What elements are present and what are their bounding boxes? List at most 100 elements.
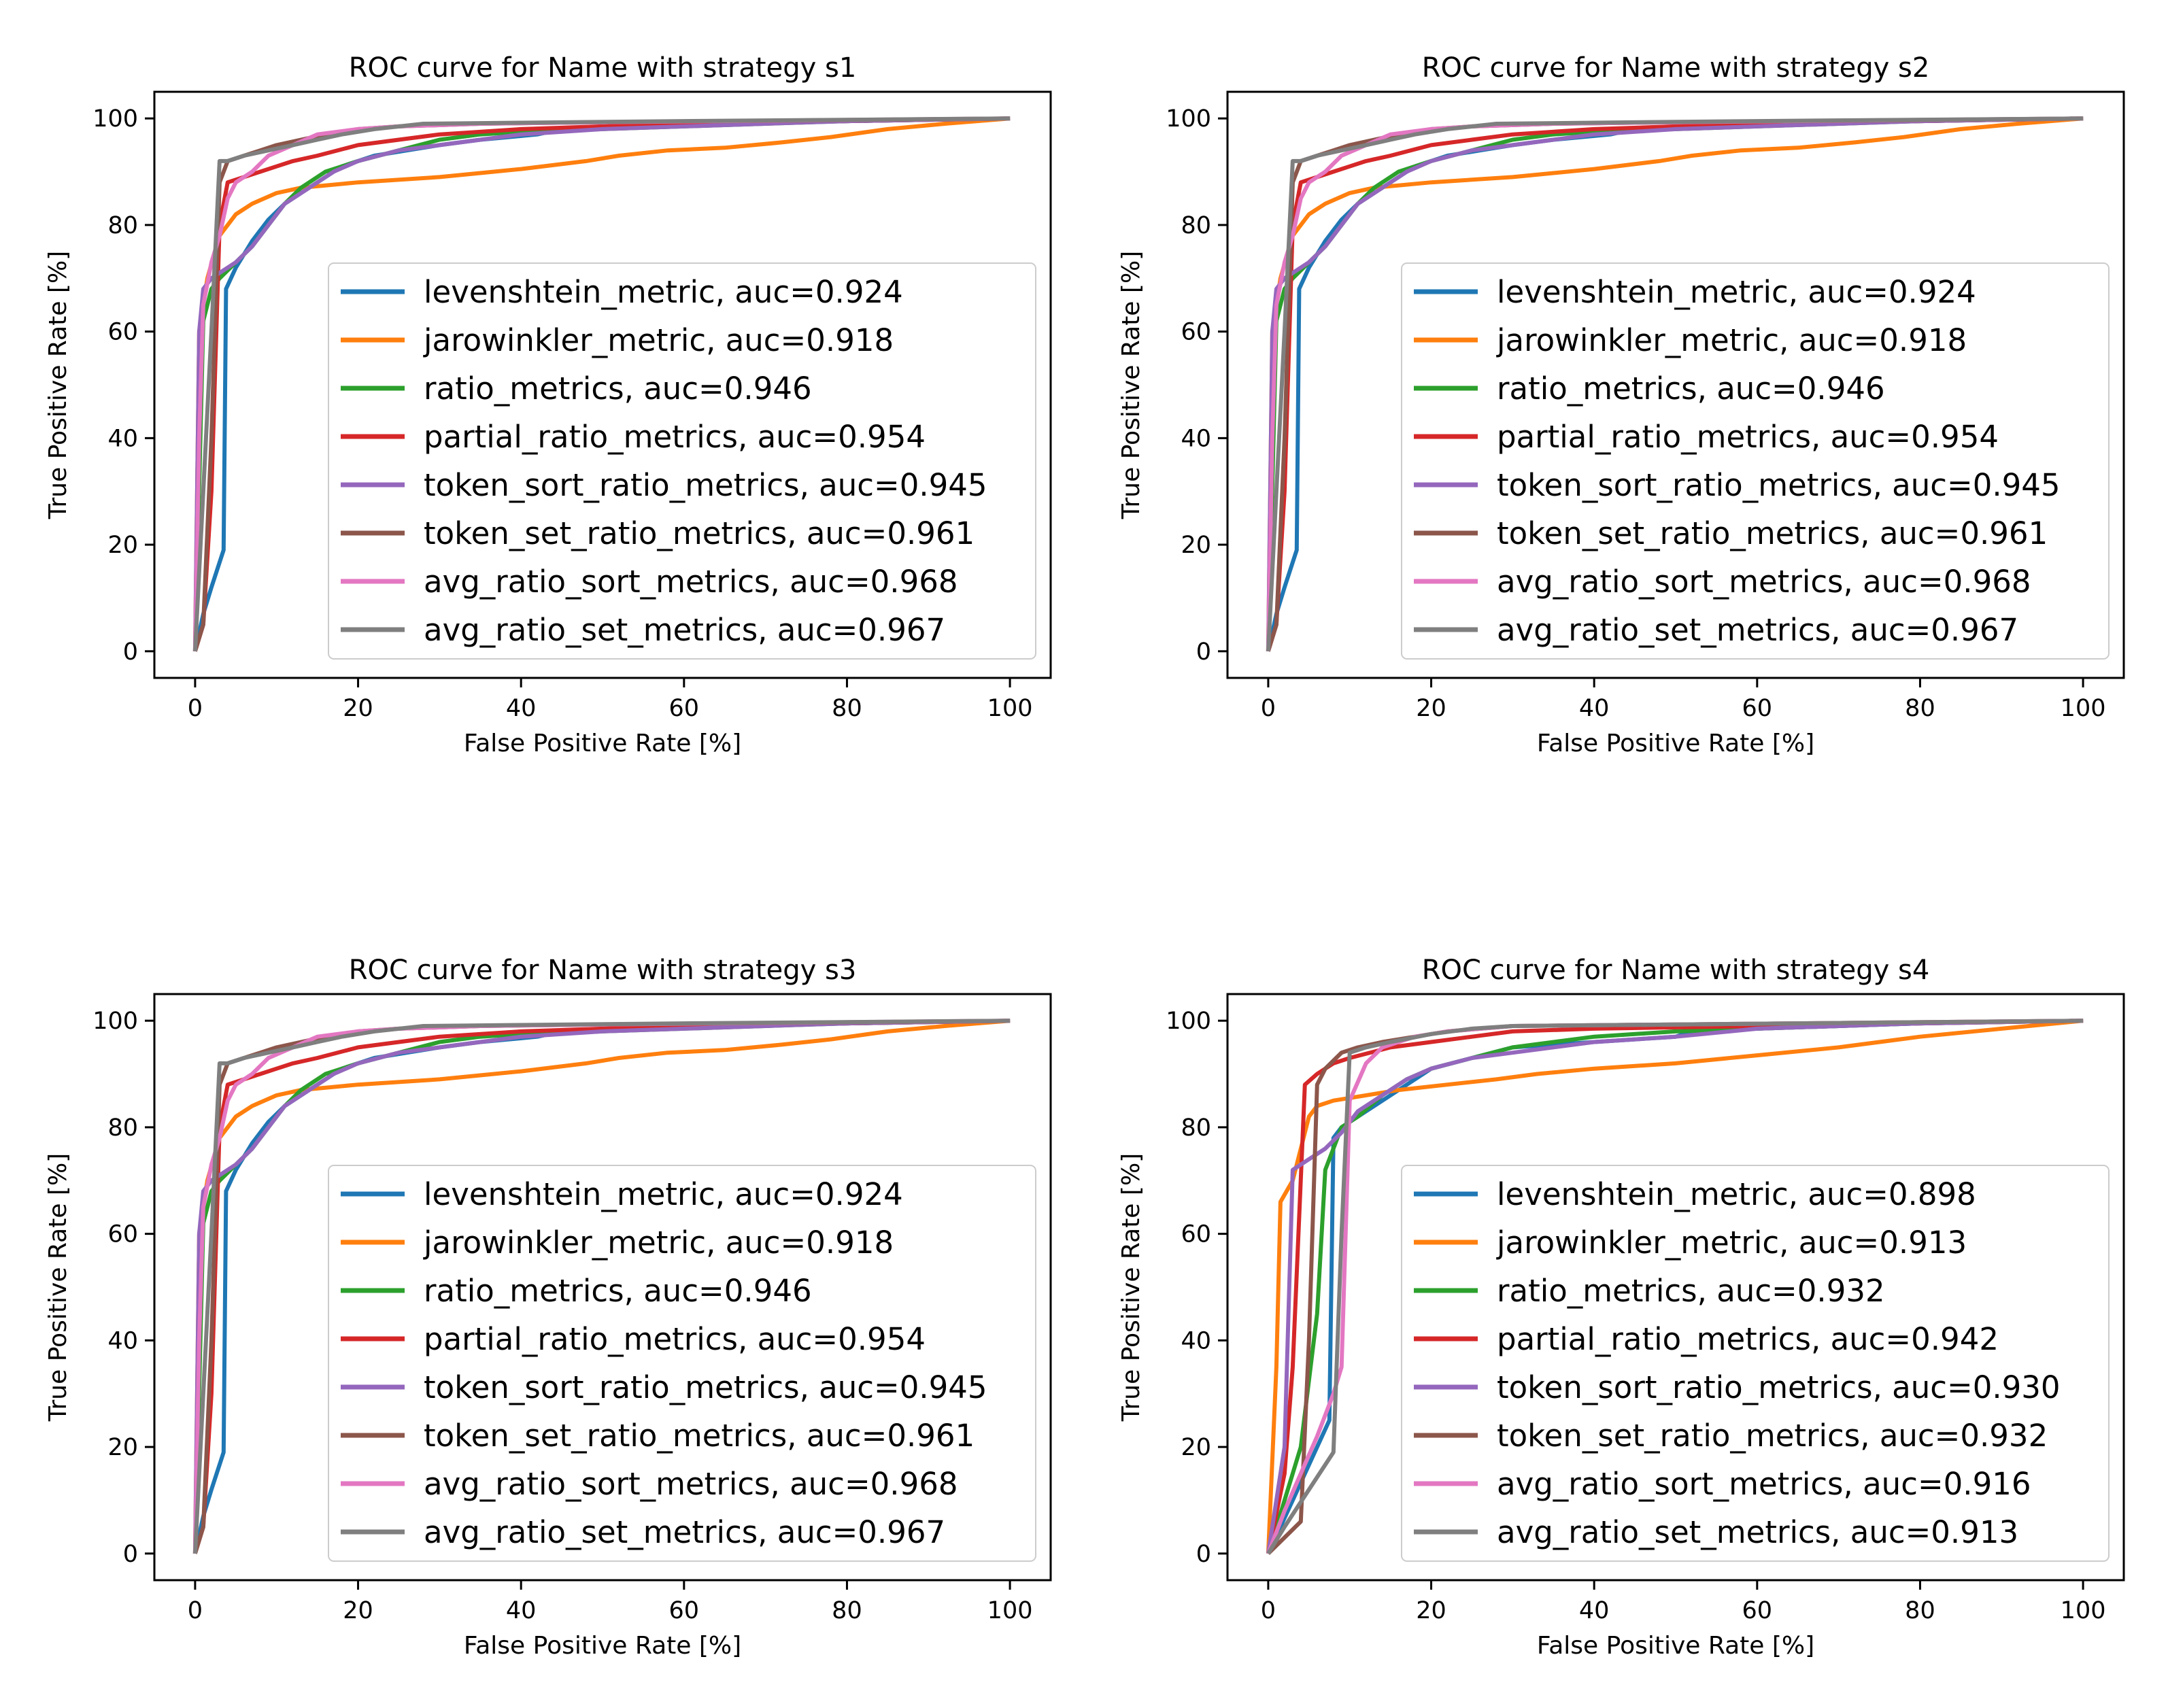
legend-entry: token_sort_ratio_metrics, auc=0.945 <box>424 467 987 503</box>
series-line-4 <box>1266 1019 2084 1554</box>
legend-entry: partial_ratio_metrics, auc=0.954 <box>424 1321 926 1357</box>
series-line-8 <box>192 1019 1011 1554</box>
chart-panel-2: ROC curve for Name with strategy s2 0 20 40… <box>1117 52 2125 757</box>
legend-entry: levenshtein_metric, auc=0.924 <box>424 274 903 310</box>
x-tick-label: 60 <box>1742 695 1773 722</box>
y-tick-label: 80 <box>107 212 138 239</box>
y-tick-label: 60 <box>1181 1221 1211 1248</box>
legend-entry: avg_ratio_sort_metrics, auc=0.968 <box>424 564 958 600</box>
x-tick-label: 100 <box>2061 1597 2106 1624</box>
chart-title: ROC curve for Name with strategy s3 <box>349 955 857 986</box>
x-tick-label: 0 <box>1261 695 1276 722</box>
legend-entry: levenshtein_metric, auc=0.924 <box>1497 274 1976 310</box>
legend-entry: ratio_metrics, auc=0.946 <box>424 371 812 407</box>
y-tick-label: 60 <box>107 319 138 346</box>
x-axis-label: False Positive Rate [%] <box>1537 730 1814 757</box>
legend-entry: token_sort_ratio_metrics, auc=0.945 <box>1497 467 2061 503</box>
y-tick-label: 80 <box>1181 212 1211 239</box>
series-line-5 <box>1266 1019 2084 1554</box>
x-tick-label: 60 <box>669 1597 700 1624</box>
legend-box <box>328 262 1036 660</box>
x-tick-label: 80 <box>832 1597 862 1624</box>
x-tick-label: 100 <box>987 1597 1033 1624</box>
y-tick-label: 20 <box>1181 532 1211 559</box>
chart-panel-4: ROC curve for Name with strategy s4 0 20 40… <box>1117 955 2125 1660</box>
legend-entry: token_set_ratio_metrics, auc=0.961 <box>424 1418 975 1454</box>
x-tick-label: 40 <box>506 1597 537 1624</box>
x-tick-label: 60 <box>669 695 700 722</box>
x-tick-label: 60 <box>1742 1597 1773 1624</box>
chart-title: ROC curve for Name with strategy s1 <box>349 52 857 84</box>
y-tick-label: 40 <box>107 1327 138 1354</box>
y-tick-label: 80 <box>107 1114 138 1142</box>
x-tick-label: 20 <box>1416 1597 1446 1624</box>
x-tick-label: 40 <box>1579 1597 1610 1624</box>
legend-entry: token_set_ratio_metrics, auc=0.961 <box>424 515 975 551</box>
y-axis-label: True Positive Rate [%] <box>44 251 72 519</box>
chart-panel-1: ROC curve for Name with strategy s1 0 20 40… <box>44 52 1052 757</box>
legend-entry: jarowinkler_metric, auc=0.918 <box>1496 322 1967 358</box>
legend-box <box>1401 262 2110 660</box>
x-axis-label: False Positive Rate [%] <box>464 730 741 757</box>
x-tick-label: 20 <box>343 695 373 722</box>
y-tick-label: 20 <box>107 532 138 559</box>
axes-frame <box>153 993 1052 1582</box>
legend-entry: avg_ratio_set_metrics, auc=0.967 <box>424 612 945 648</box>
x-tick-label: 100 <box>987 695 1033 722</box>
axes-frame <box>153 90 1052 679</box>
x-tick-label: 0 <box>188 1597 203 1624</box>
legend-entry: partial_ratio_metrics, auc=0.942 <box>1497 1321 1999 1357</box>
legend-box <box>328 1165 1036 1562</box>
y-tick-label: 40 <box>1181 425 1211 452</box>
legend-entry: avg_ratio_set_metrics, auc=0.967 <box>424 1514 945 1550</box>
legend-entry: ratio_metrics, auc=0.932 <box>1497 1273 1885 1309</box>
legend-entry: partial_ratio_metrics, auc=0.954 <box>1497 419 1999 455</box>
x-tick-label: 0 <box>1261 1597 1276 1624</box>
y-tick-label: 40 <box>1181 1327 1211 1354</box>
legend-entry: token_set_ratio_metrics, auc=0.932 <box>1497 1418 2048 1454</box>
legend-entry: ratio_metrics, auc=0.946 <box>1497 371 1885 407</box>
y-tick-label: 100 <box>1166 1008 1211 1035</box>
series-line-8 <box>1266 116 2084 651</box>
y-tick-label: 20 <box>107 1434 138 1461</box>
legend-entry: avg_ratio_sort_metrics, auc=0.968 <box>424 1466 958 1502</box>
x-tick-label: 80 <box>1905 695 1935 722</box>
y-axis-label: True Positive Rate [%] <box>44 1153 72 1422</box>
x-axis-label: False Positive Rate [%] <box>1537 1632 1814 1660</box>
legend-entry: token_sort_ratio_metrics, auc=0.930 <box>1497 1369 2061 1405</box>
legend-box <box>1401 1165 2110 1562</box>
legend-entry: jarowinkler_metric, auc=0.918 <box>423 322 894 358</box>
y-tick-label: 100 <box>92 105 138 133</box>
legend-entry: token_sort_ratio_metrics, auc=0.945 <box>424 1369 987 1405</box>
legend-entry: jarowinkler_metric, auc=0.913 <box>1496 1225 1967 1261</box>
y-tick-label: 0 <box>1196 1541 1211 1568</box>
x-tick-label: 40 <box>1579 695 1610 722</box>
series-line-8 <box>1266 1019 2084 1555</box>
legend-entry: token_set_ratio_metrics, auc=0.961 <box>1497 515 2048 551</box>
axes-frame <box>1226 993 2125 1582</box>
chart-title: ROC curve for Name with strategy s2 <box>1422 52 1930 84</box>
legend-entry: avg_ratio_set_metrics, auc=0.913 <box>1497 1514 2018 1550</box>
y-tick-label: 80 <box>1181 1114 1211 1142</box>
x-tick-label: 40 <box>506 695 537 722</box>
y-axis-label: True Positive Rate [%] <box>1117 1153 1145 1422</box>
chart-panel-3: ROC curve for Name with strategy s3 0 20 40… <box>44 955 1052 1660</box>
x-tick-label: 20 <box>1416 695 1446 722</box>
legend-entry: partial_ratio_metrics, auc=0.954 <box>424 419 926 455</box>
axes-frame <box>1226 90 2125 679</box>
legend-entry: ratio_metrics, auc=0.946 <box>424 1273 812 1309</box>
y-tick-label: 100 <box>1166 105 1211 133</box>
x-axis-label: False Positive Rate [%] <box>464 1632 741 1660</box>
legend-entry: levenshtein_metric, auc=0.898 <box>1497 1176 1976 1212</box>
x-tick-label: 0 <box>188 695 203 722</box>
legend-entry: avg_ratio_set_metrics, auc=0.967 <box>1497 612 2018 648</box>
y-tick-label: 20 <box>1181 1434 1211 1461</box>
legend-entry: avg_ratio_sort_metrics, auc=0.968 <box>1497 564 2031 600</box>
y-tick-label: 0 <box>1196 638 1211 666</box>
x-tick-label: 100 <box>2061 695 2106 722</box>
chart-title: ROC curve for Name with strategy s4 <box>1422 955 1930 986</box>
y-tick-label: 40 <box>107 425 138 452</box>
y-tick-label: 0 <box>123 1541 138 1568</box>
legend-entry: levenshtein_metric, auc=0.924 <box>424 1176 903 1212</box>
y-tick-label: 60 <box>1181 319 1211 346</box>
